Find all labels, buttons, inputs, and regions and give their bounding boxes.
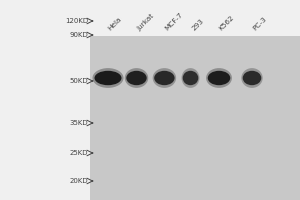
Bar	[90, 36, 300, 200]
Text: Jurkat: Jurkat	[136, 13, 156, 32]
Text: 20KD: 20KD	[70, 178, 88, 184]
Ellipse shape	[125, 68, 148, 88]
Text: 293: 293	[190, 18, 205, 32]
Text: 50KD: 50KD	[70, 78, 88, 84]
Ellipse shape	[243, 71, 261, 85]
Ellipse shape	[241, 68, 263, 88]
Text: 35KD: 35KD	[70, 120, 88, 126]
Text: 120KD: 120KD	[65, 18, 88, 24]
Text: MCF-7: MCF-7	[164, 12, 184, 32]
Ellipse shape	[183, 71, 198, 85]
Ellipse shape	[182, 68, 200, 88]
Ellipse shape	[154, 71, 175, 85]
Text: PC-3: PC-3	[252, 16, 268, 32]
Ellipse shape	[126, 71, 147, 85]
Ellipse shape	[206, 68, 232, 88]
Text: K562: K562	[218, 15, 235, 32]
Text: 25KD: 25KD	[70, 150, 88, 156]
Text: 90KD: 90KD	[70, 32, 88, 38]
Ellipse shape	[208, 71, 230, 85]
Text: Hela: Hela	[106, 16, 122, 32]
Ellipse shape	[153, 68, 176, 88]
Ellipse shape	[92, 68, 124, 88]
Ellipse shape	[94, 71, 122, 85]
